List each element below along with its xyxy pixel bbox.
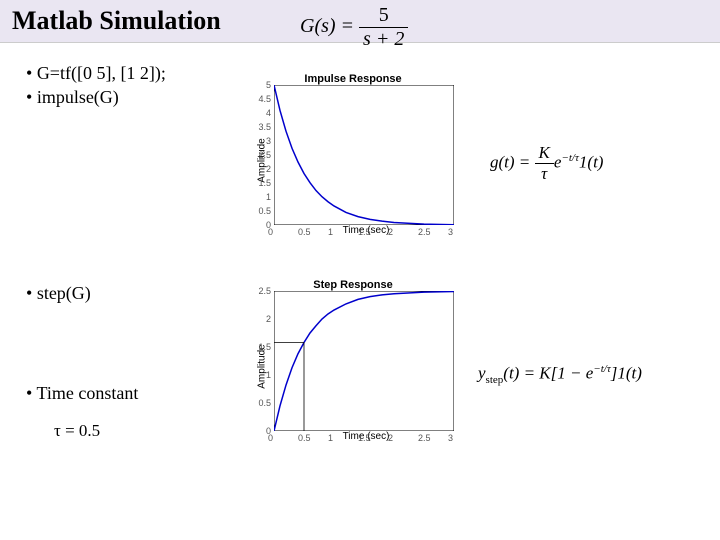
- xtick-label: 1.5: [358, 433, 371, 443]
- xtick-label: 1: [328, 433, 333, 443]
- impulse-equation: g(t) = K τ e−t/τ1(t): [490, 143, 603, 184]
- ytick-label: 4.5: [258, 94, 271, 104]
- xtick-label: 2: [388, 227, 393, 237]
- bullet-code-step: step(G): [26, 283, 91, 304]
- xtick-label: 3: [448, 227, 453, 237]
- ytick-label: 1.5: [258, 342, 271, 352]
- step-chart-title: Step Response: [248, 279, 458, 291]
- ytick-label: 1.5: [258, 178, 271, 188]
- xtick-label: 1: [328, 227, 333, 237]
- tf-denominator: s + 2: [359, 28, 408, 51]
- ytick-label: 5: [266, 80, 271, 90]
- tau-formula: τ = 0.5: [54, 421, 100, 441]
- xtick-label: 0.5: [298, 433, 311, 443]
- ytick-label: 2.5: [258, 150, 271, 160]
- impulse-eq-den: τ: [535, 164, 554, 184]
- transfer-function-formula: G(s) = 5 s + 2: [300, 4, 408, 51]
- step-eq-sub: step: [486, 374, 504, 386]
- step-eq-mid: (t) = K[1 − e: [503, 364, 593, 383]
- ytick-label: 4: [266, 108, 271, 118]
- xtick-label: 0.5: [298, 227, 311, 237]
- ytick-label: 2.5: [258, 286, 271, 296]
- ytick-label: 0.5: [258, 206, 271, 216]
- ytick-label: 3.5: [258, 122, 271, 132]
- tf-numerator: 5: [359, 4, 408, 28]
- ytick-label: 2: [266, 314, 271, 324]
- impulse-eq-num: K: [535, 143, 554, 164]
- xtick-label: 1.5: [358, 227, 371, 237]
- impulse-eq-lhs: g(t) =: [490, 152, 530, 171]
- impulse-response-chart: Impulse Response Amplitude 00.511.522.53…: [248, 73, 458, 236]
- impulse-chart-title: Impulse Response: [248, 73, 458, 85]
- ytick-label: 1: [266, 192, 271, 202]
- impulse-eq-unit: 1(t): [579, 152, 604, 171]
- step-response-chart: Step Response Amplitude 00.511.522.5 00.…: [248, 279, 458, 442]
- xtick-label: 3: [448, 433, 453, 443]
- impulse-plot-svg: [274, 85, 454, 225]
- step-eq-y: y: [478, 364, 486, 383]
- step-plot-svg: [274, 291, 454, 431]
- bullet-code-impulse: impulse(G): [26, 87, 119, 108]
- xtick-label: 2.5: [418, 433, 431, 443]
- impulse-eq-exp: −t/τ: [561, 152, 578, 164]
- ytick-label: 0.5: [258, 398, 271, 408]
- step-eq-exp: −t/τ: [593, 363, 610, 375]
- xtick-label: 0: [268, 227, 273, 237]
- ytick-label: 2: [266, 164, 271, 174]
- step-eq-tail: ]1(t): [611, 364, 642, 383]
- xtick-label: 2: [388, 433, 393, 443]
- bullet-time-constant: Time constant: [26, 383, 138, 404]
- ytick-label: 3: [266, 136, 271, 146]
- tf-lhs: G(s) =: [300, 15, 354, 37]
- ytick-label: 1: [266, 370, 271, 380]
- bullet-code-tf: G=tf([0 5], [1 2]);: [26, 63, 166, 84]
- xtick-label: 0: [268, 433, 273, 443]
- xtick-label: 2.5: [418, 227, 431, 237]
- page-title: Matlab Simulation: [12, 6, 221, 36]
- step-equation: ystep(t) = K[1 − e−t/τ]1(t): [478, 363, 642, 386]
